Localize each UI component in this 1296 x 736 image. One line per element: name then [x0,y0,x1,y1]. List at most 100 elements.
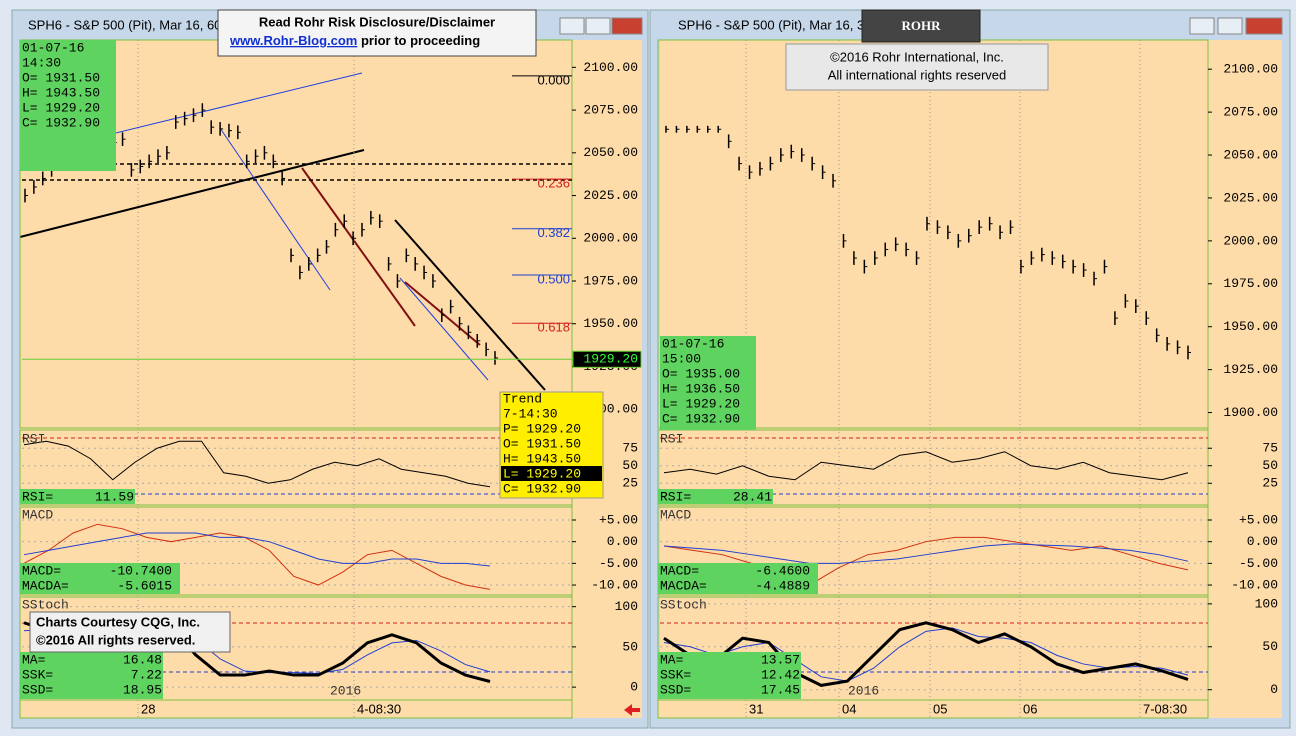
info-line: H= 1943.50 [22,85,100,100]
readout-name: MACDA= [22,578,69,593]
y-tick-label: 50 [1262,639,1278,654]
fib-label: 0.000 [537,72,570,87]
last-price-box [572,350,642,368]
readout-name: RSI= [22,489,53,504]
date-label: 28 [141,701,155,716]
readout-name: SSK= [660,667,691,682]
info-line: 14:30 [22,55,61,70]
trend-line-text: Trend [503,391,542,406]
y-tick-label: 1950.00 [1223,319,1278,334]
window-buttons[interactable] [559,17,1283,35]
y-tick-label: 1900.00 [1223,405,1278,420]
y-tick-label: 1925.00 [1223,362,1278,377]
trend-line-text: C= 1932.90 [503,481,581,496]
pane-label: RSI [22,431,45,446]
pane-label: SStoch [660,597,707,612]
disclaimer-title: Read Rohr Risk Disclosure/Disclaimer [259,14,495,29]
info-line: O= 1931.50 [22,70,100,85]
pane-label: MACD [22,507,53,522]
maximize[interactable] [1217,17,1243,35]
window-title: SPH6 - S&P 500 (Pit), Mar 16, 60 Min [28,17,246,32]
readout-name: MA= [660,652,684,667]
y-tick-label: 1975.00 [1223,276,1278,291]
trend-line-text: L= 1929.20 [503,466,581,481]
pane-label: RSI [660,431,683,446]
y-tick-label: 2075.00 [1223,105,1278,120]
fib-label: 0.618 [537,320,570,335]
minimize[interactable] [1189,17,1215,35]
readout-value: 7.22 [131,667,162,682]
info-line: L= 1929.20 [22,100,100,115]
copyright-box [785,43,1049,91]
readout-name: SSD= [660,682,691,697]
close[interactable] [1245,17,1283,35]
info-line: H= 1936.50 [662,381,740,396]
date-bar [657,699,1209,719]
info-line: 01-07-16 [22,40,84,55]
date-label: 4-08:30 [357,701,401,716]
y-tick-label: 2025.00 [583,188,638,203]
y-tick-label: 0 [1270,682,1278,697]
readout-value: 11.59 [95,489,134,504]
info-box [20,40,116,171]
readout-value: 28.41 [733,489,772,504]
y-tick-label: +5.00 [1239,512,1278,527]
readout-name: SSD= [22,682,53,697]
y-tick-label: 100 [1255,596,1278,611]
disclaimer-tail: prior to proceeding [357,33,480,48]
macd-line [23,523,491,590]
trend-line [399,277,489,381]
y-tick-label: 0.00 [1247,534,1278,549]
info-box [660,336,756,430]
y-tick-label: 0.00 [607,534,638,549]
fib-label: 0.236 [537,176,570,191]
date-label: 06 [1023,701,1037,716]
date-label: 05 [933,701,947,716]
ssd-line [663,627,1189,682]
readout-value: 12.42 [761,667,800,682]
info-line: L= 1929.20 [662,396,740,411]
minimize[interactable] [559,17,585,35]
y-tick-label: 1950.00 [583,316,638,331]
info-line: 01-07-16 [662,336,724,351]
pane-label: SStoch [22,597,69,612]
maximize[interactable] [585,17,611,35]
y-tick-label: 2025.00 [1223,190,1278,205]
info-line: 15:00 [662,351,701,366]
trend-line [219,127,331,291]
date-bar [19,699,573,719]
trend-line-text: P= 1929.20 [503,421,581,436]
trend-highlight [501,466,602,481]
y-tick-label: 50 [622,639,638,654]
readout-name: MACD= [22,563,61,578]
readout-value: -10.7400 [110,563,172,578]
scroll-arrow [624,704,640,716]
disclaimer-link[interactable]: www.Rohr-Blog.com [229,33,357,48]
y-tick-label: 50 [1262,458,1278,473]
readout-value: 13.57 [761,652,800,667]
trend-line [19,149,365,238]
fib-label: 0.382 [537,225,570,240]
readout-value: 17.45 [761,682,800,697]
readout-value: -5.6015 [117,578,172,593]
readout-box [658,563,818,594]
readout-value: -6.4600 [755,563,810,578]
info-line: C= 1932.90 [662,411,740,426]
chart-area [20,40,642,718]
readout-value: 16.48 [123,652,162,667]
info-line: C= 1932.90 [22,115,100,130]
copyright: All international rights reserved [828,67,1006,82]
y-tick-label: 2000.00 [1223,233,1278,248]
y-tick-label: -10.00 [591,577,638,592]
trend-line [94,72,363,139]
y-tick-label: 50 [622,458,638,473]
y-tick-label: -5.00 [1239,556,1278,571]
date-label: 7-08:30 [1143,701,1187,716]
readout-name: RSI= [660,489,691,504]
readout-box [658,652,801,699]
y-tick-label: 75 [1262,441,1278,456]
y-tick-label: 75 [622,441,638,456]
readout-value: 18.95 [123,682,162,697]
close[interactable] [611,17,643,35]
